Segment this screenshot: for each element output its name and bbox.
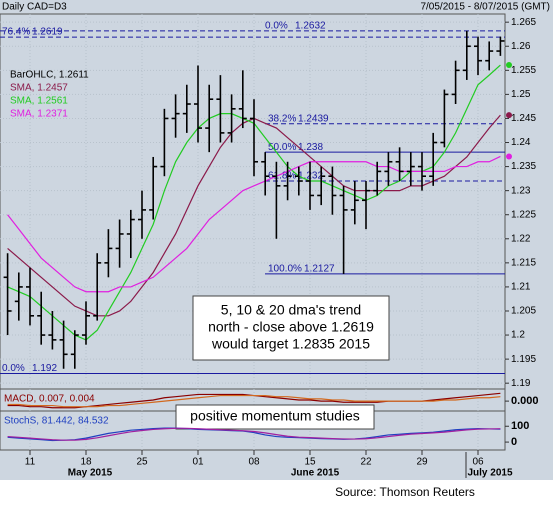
y-tick-label: 1.195 — [511, 354, 536, 365]
month-label: May 2015 — [68, 468, 113, 479]
y-tick-label: 1.225 — [511, 209, 536, 220]
y-tick-label: 1.23 — [511, 185, 531, 196]
fib-value: 1.2632 — [295, 20, 326, 31]
fib-value: 1.2619 — [32, 27, 63, 38]
last-value-marker — [506, 153, 512, 160]
y-tick-label: 0.000 — [511, 395, 539, 407]
fib-label: 50.0% — [268, 142, 296, 153]
x-tick-label: 29 — [416, 457, 428, 468]
y-tick-label: 1.25 — [511, 89, 531, 100]
indicator-line — [7, 394, 501, 408]
x-tick-label: 01 — [192, 457, 204, 468]
y-tick-label: 1.19 — [511, 378, 531, 389]
last-value-marker — [506, 112, 512, 119]
note-box — [175, 404, 375, 430]
y-tick-label: 1.215 — [511, 257, 536, 268]
y-tick-label: 0 — [511, 436, 517, 448]
y-tick-label: 1.26 — [511, 41, 531, 52]
month-label: July 2015 — [467, 468, 512, 479]
note-text: north - close above 1.2619 — [208, 319, 374, 335]
panel-title: MACD, 0.007, 0.004 — [4, 394, 95, 405]
note-text: would target 1.2835 2015 — [211, 336, 370, 352]
x-tick-label: 25 — [136, 457, 148, 468]
fib-label: 0.0% — [2, 363, 25, 374]
y-tick-label: 1.235 — [511, 161, 536, 172]
chart-subtitle: 7/05/2015 - 8/07/2015 (GMT) — [420, 2, 550, 13]
x-tick-label: 08 — [248, 457, 260, 468]
y-tick-label: 1.21 — [511, 282, 531, 293]
last-value-marker — [506, 62, 512, 69]
legend-entry: SMA, 1.2561 — [10, 96, 68, 107]
fib-label: 76.4% — [2, 27, 30, 38]
x-tick-label: 22 — [360, 457, 372, 468]
x-tick-label: 18 — [80, 457, 92, 468]
source: Source: Thomson Reuters — [335, 485, 475, 499]
fib-value: 1.2439 — [298, 113, 329, 124]
panel-title: StochS, 81.442, 84.532 — [4, 416, 109, 427]
legend-entry: SMA, 1.2371 — [10, 109, 68, 120]
fib-label: 100.0% — [268, 264, 302, 275]
chart-title: Daily CAD=D3 — [2, 2, 67, 13]
plot-frame — [0, 13, 506, 451]
fib-value: 1.2127 — [304, 264, 335, 275]
x-tick-label: 11 — [25, 457, 36, 468]
y-tick-label: 1.255 — [511, 65, 536, 76]
x-tick-label: 15 — [304, 457, 316, 468]
fib-label: 0.0% — [265, 20, 288, 31]
month-label: June 2015 — [291, 468, 340, 479]
sma-line — [7, 155, 501, 293]
indicator-line — [7, 427, 501, 442]
fib-value: 1.238 — [298, 142, 323, 153]
legend-entry: SMA, 1.2457 — [10, 83, 68, 94]
fib-value: 1.192 — [32, 363, 57, 374]
note-box — [192, 295, 390, 361]
indicator-line — [7, 427, 501, 441]
fib-label: 61.8% — [268, 171, 296, 182]
y-tick-label: 1.265 — [511, 17, 536, 28]
legend-entry: BarOHLC, 1.2611 — [10, 70, 89, 81]
y-tick-label: 1.2 — [511, 330, 525, 341]
y-tick-label: 1.205 — [511, 306, 536, 317]
note-text: positive momentum studies — [190, 408, 360, 424]
x-tick-label: 06 — [472, 457, 484, 468]
y-tick-label: 1.22 — [511, 233, 531, 244]
y-tick-label: 100 — [511, 420, 529, 432]
fib-label: 38.2% — [268, 113, 296, 124]
y-tick-label: 1.24 — [511, 137, 531, 148]
note-text: 5, 10 & 20 dma's trend — [221, 302, 361, 318]
y-tick-label: 1.245 — [511, 113, 536, 124]
